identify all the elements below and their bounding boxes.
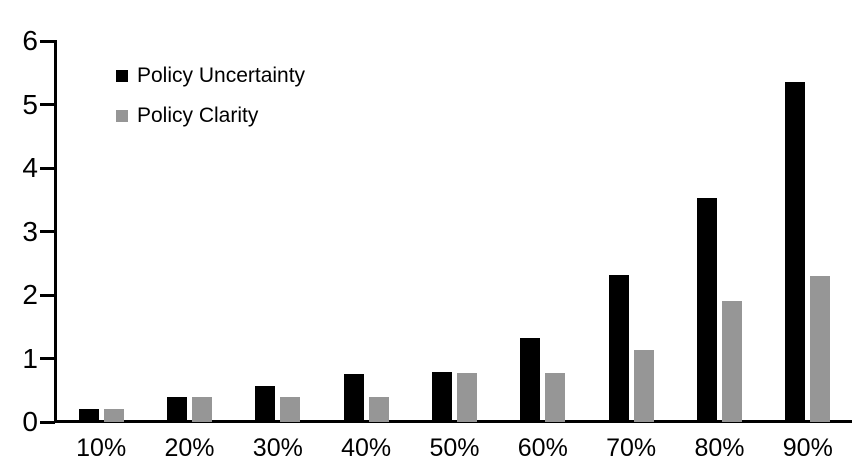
bar-policy-clarity [810,275,831,422]
y-tick-label: 4 [22,152,38,183]
y-tick-label: 6 [22,25,38,56]
bar-policy-uncertainty [166,396,187,422]
legend-label-policy-uncertainty: Policy Uncertainty [137,63,306,87]
y-tick-label: 1 [22,342,38,374]
bar-policy-clarity [721,301,742,422]
y-tick [40,357,55,360]
bar-group [675,198,763,422]
y-tick [40,293,55,297]
x-tick-label: 80% [694,434,745,462]
bar-policy-uncertainty [343,374,364,422]
bar-policy-clarity [456,373,477,422]
y-tick-label: 0 [22,406,38,437]
y-tick [40,103,55,106]
legend-swatch-policy-uncertainty [116,69,128,82]
y-tick [40,420,55,424]
y-tick [40,230,55,233]
bar-group [234,385,322,422]
x-tick-label: 40% [341,434,392,462]
bar-group [145,396,233,422]
x-tick-label: 70% [606,434,657,462]
bar-policy-uncertainty [431,372,452,422]
x-tick-label: 50% [429,434,480,462]
bar-group [410,372,498,422]
bar-policy-clarity [103,409,124,422]
bar-group [499,337,587,422]
legend-item-policy-uncertainty: Policy Uncertainty [116,62,305,89]
bar-policy-clarity [191,396,212,422]
bar-policy-clarity [633,350,654,422]
bar-group [322,374,410,422]
legend: Policy Uncertainty Policy Clarity [116,62,305,142]
bar-policy-uncertainty [78,409,99,422]
x-tick-label: 60% [517,434,568,462]
y-tick-label: 3 [22,215,38,247]
bar-policy-clarity [280,396,301,422]
bar-policy-uncertainty [785,82,806,422]
bar-policy-uncertainty [520,337,541,422]
x-tick-label: 10% [76,434,127,462]
x-axis-line [54,420,852,423]
x-tick-label: 30% [252,434,303,462]
y-tick-label: 5 [22,88,38,120]
y-tick-label: 2 [22,279,38,310]
bar-policy-uncertainty [696,198,717,422]
plot-area [57,41,852,422]
bar-policy-uncertainty [255,385,276,422]
legend-item-policy-clarity: Policy Clarity [116,102,305,129]
bar-policy-clarity [368,396,389,422]
bar-group [587,274,675,422]
x-tick-label: 20% [164,434,215,462]
bar-group [764,82,852,422]
bar-group [57,409,145,422]
y-tick [40,39,55,43]
bar-policy-clarity [545,373,566,422]
bar-policy-uncertainty [608,274,629,422]
x-axis-labels: 10% 20% 30% 40% 50% 60% 70% 80% 90% [57,434,852,462]
legend-label-policy-clarity: Policy Clarity [137,103,259,127]
x-tick-label: 90% [782,434,833,462]
y-tick [40,166,55,170]
y-axis-line [54,40,57,423]
legend-swatch-policy-clarity [116,109,128,122]
